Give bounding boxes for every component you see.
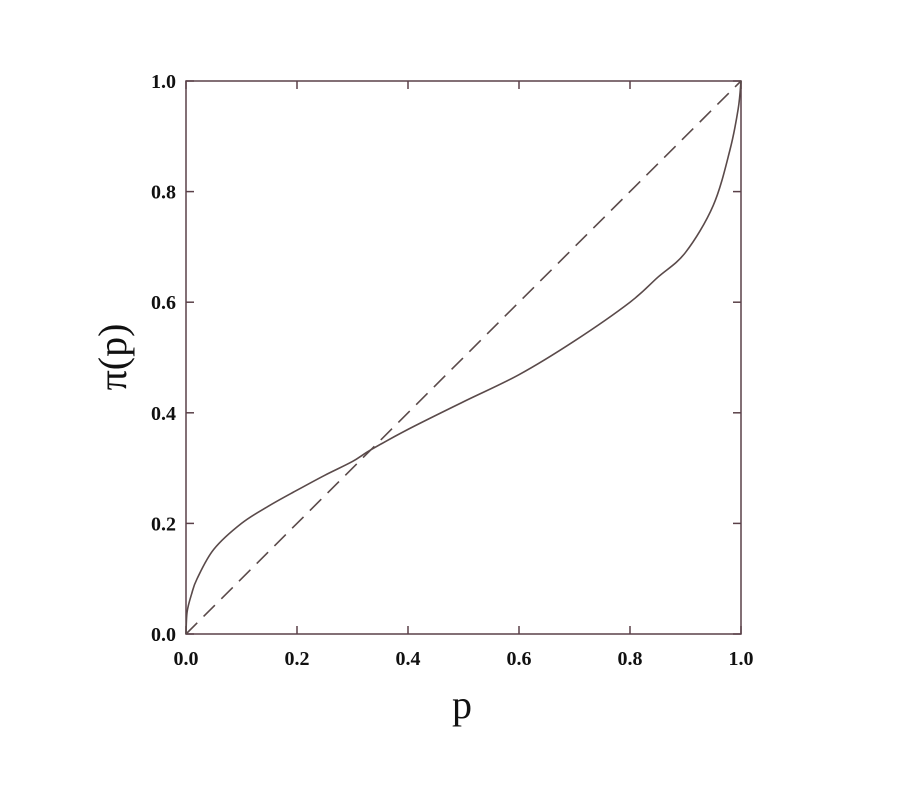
y-tick-label: 0.2 [151,513,176,535]
y-tick-label: 0.8 [151,182,176,204]
y-tick-label: 0.6 [151,292,176,314]
x-tick-label: 0.2 [285,648,310,670]
x-tick-label: 0.4 [396,648,421,670]
y-tick-label: 1.0 [151,71,176,93]
y-axis-title: π(p) [90,324,135,391]
x-axis-title: p [452,682,472,727]
x-tick-label: 0.8 [618,648,643,670]
weighting-curve [185,80,742,635]
x-tick-label: 1.0 [729,648,754,670]
y-tick-label: 0.0 [151,624,176,646]
plot-frame [185,80,742,635]
x-tick-label: 0.6 [507,648,532,670]
x-tick-label: 0.0 [174,648,199,670]
diagonal-dashed-line [185,80,742,635]
y-tick-label: 0.4 [151,403,176,425]
